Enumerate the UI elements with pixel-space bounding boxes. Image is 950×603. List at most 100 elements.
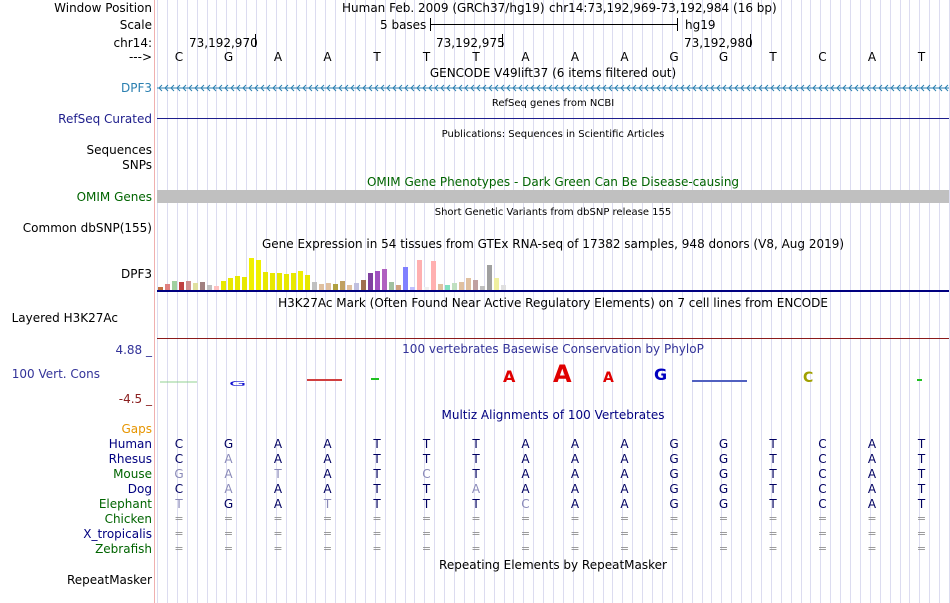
aligned-base: = [273,512,283,525]
gtex-tissue-bar[interactable] [235,276,240,290]
gtex-tissue-bar[interactable] [291,273,296,290]
gtex-tissue-bar[interactable] [382,269,387,290]
gtex-tissue-bar[interactable] [284,274,289,290]
aligned-base: G [718,497,729,511]
aligned-base: T [917,452,926,466]
gtex-tissue-bar[interactable] [403,267,408,290]
aligned-base: A [867,497,877,511]
species-label[interactable]: Mouse [113,467,152,481]
gtex-tissue-bar[interactable] [438,284,443,290]
gtex-tissue-bar[interactable] [375,271,380,290]
gtex-tissue-bar[interactable] [494,278,499,290]
aligned-base: = [916,512,927,525]
gtex-tissue-bar[interactable] [242,277,247,290]
label-strand[interactable]: ---> [128,50,152,64]
gtex-tissue-bar[interactable] [277,273,282,290]
species-label[interactable]: Elephant [98,497,152,511]
label-gtex-dpf3[interactable]: DPF3 [120,267,152,281]
aligned-base: T [422,452,431,466]
aligned-base: = [273,527,283,540]
gtex-tissue-bar[interactable] [466,278,471,290]
label-dpf3-gencode[interactable]: DPF3 [120,81,152,95]
aligned-base: A [867,437,877,451]
gtex-tissue-bar[interactable] [368,273,373,290]
gtex-tissue-bar[interactable] [256,260,261,290]
gtex-tissue-bar[interactable] [340,281,345,290]
label-omim-genes[interactable]: OMIM Genes [76,190,152,204]
gtex-tissue-bar[interactable] [354,283,359,290]
species-label[interactable]: Dog [127,482,152,496]
gtex-tissue-bar[interactable] [445,285,450,290]
aligned-base: = [669,542,679,555]
aligned-base: = [768,527,778,540]
dbsnp-track-title: Short Genetic Variants from dbSNP releas… [434,207,672,218]
aligned-base: T [769,482,777,496]
gtex-tissue-bar[interactable] [186,281,191,290]
gtex-tissue-bar[interactable] [158,287,163,290]
aligned-base: = [768,512,778,525]
gtex-tissue-bar[interactable] [431,261,436,290]
aligned-base: = [916,542,927,555]
aligned-base: T [373,437,381,451]
gtex-tissue-bar[interactable] [221,281,226,290]
gtex-tissue-bar[interactable] [424,287,429,290]
aligned-base: = [718,527,729,540]
label-gaps[interactable]: Gaps [121,422,152,436]
gtex-tissue-bar[interactable] [473,280,478,290]
aligned-base: T [769,467,777,481]
gtex-tissue-bar[interactable] [165,284,170,290]
gtex-bar-chart[interactable] [157,250,949,290]
phylop-logo[interactable]: G A A A G C [157,362,949,392]
gtex-tissue-bar[interactable] [193,283,198,290]
gtex-tissue-bar[interactable] [263,272,268,290]
gtex-tissue-bar[interactable] [452,283,457,290]
label-sequences[interactable]: Sequences [86,143,152,157]
gtex-tissue-bar[interactable] [172,281,177,290]
phylop-letter: A [503,367,516,386]
gtex-tissue-bar[interactable] [480,286,485,290]
gtex-tissue-bar[interactable] [459,282,464,290]
omim-gene-bar[interactable] [157,190,949,203]
reference-base: A [570,50,580,64]
gtex-tissue-bar[interactable] [347,285,352,290]
gtex-tissue-bar[interactable] [326,283,331,290]
gtex-tissue-bar[interactable] [319,284,324,290]
refseq-gene-line[interactable] [157,118,949,119]
dpf3-gene-model[interactable] [157,82,949,94]
gtex-tissue-bar[interactable] [298,271,303,290]
gtex-tissue-bar[interactable] [200,282,205,290]
label-common-dbsnp[interactable]: Common dbSNP(155) [22,221,152,235]
species-label[interactable]: X_tropicalis [83,527,152,541]
gtex-tissue-bar[interactable] [214,286,219,290]
gtex-tissue-bar[interactable] [270,273,275,290]
gtex-tissue-bar[interactable] [312,282,317,290]
gtex-tissue-bar[interactable] [333,284,338,290]
label-layered-h3k27ac[interactable]: Layered H3K27Ac [11,311,118,325]
gtex-tissue-bar[interactable] [249,258,254,290]
label-100-vert-cons[interactable]: 100 Vert. Cons [11,367,100,381]
species-label[interactable]: Zebrafish [95,542,152,556]
label-scale: Scale [119,18,152,32]
gtex-tissue-bar[interactable] [487,265,492,290]
species-label[interactable]: Rhesus [108,452,152,466]
species-label[interactable]: Human [108,437,152,451]
aligned-base: A [273,482,283,496]
gtex-tissue-bar[interactable] [389,282,394,290]
gtex-tissue-bar[interactable] [361,280,366,290]
aligned-base: T [472,497,480,511]
gtex-tissue-bar[interactable] [228,278,233,290]
species-label[interactable]: Chicken [104,512,152,526]
gtex-tissue-bar[interactable] [305,275,310,290]
label-snps[interactable]: SNPs [122,158,152,172]
coord-label-1: 73,192,970 [189,36,258,50]
gtex-tissue-bar[interactable] [417,260,422,290]
gtex-tissue-bar[interactable] [207,285,212,290]
gtex-tissue-bar[interactable] [179,282,184,290]
gtex-tissue-bar[interactable] [501,285,506,290]
h3k27ac-signal-line[interactable] [157,338,949,339]
gtex-tissue-bar[interactable] [410,287,415,290]
label-refseq-curated[interactable]: RefSeq Curated [58,112,152,126]
gtex-tissue-bar[interactable] [396,285,401,290]
label-repeatmasker[interactable]: RepeatMasker [66,573,152,587]
aligned-base: T [769,497,777,511]
